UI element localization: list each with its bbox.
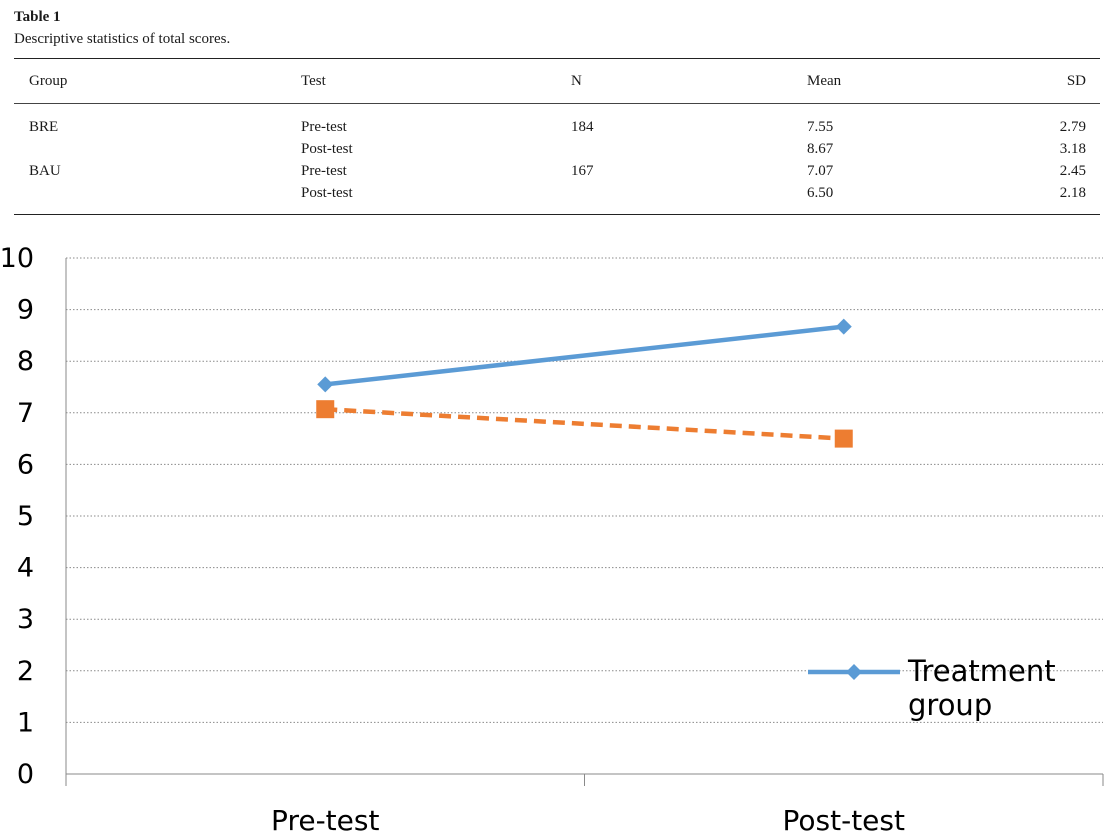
y-tick-label: 5: [17, 501, 34, 532]
cell-test: Pre-test: [301, 162, 347, 179]
cell-n: [571, 182, 807, 215]
y-tick-label: 1: [17, 707, 34, 738]
y-tick-label: 10: [0, 243, 34, 274]
cell-n: [571, 138, 807, 160]
table-row: Post-test 8.67 3.18: [14, 138, 1100, 160]
cell-n: 167: [571, 162, 594, 179]
header-n: N: [571, 72, 582, 89]
cell-sd: 2.79: [1059, 118, 1086, 135]
data-point: [316, 400, 335, 419]
cell-mean: 7.55: [807, 118, 834, 135]
y-tick-label: 7: [17, 398, 34, 429]
series-line: [325, 406, 844, 441]
line-chart: 0 1 2 3 4 5 6 7 8 9 10 Pre-test Post-test Treatment gr…: [0, 243, 1104, 837]
cell-sd: 2.45: [1059, 162, 1086, 179]
cell-sd: 2.18: [1059, 184, 1086, 201]
y-tick-label: 0: [17, 759, 34, 790]
cell-group: [14, 182, 301, 215]
x-tick-label: Post-test: [783, 804, 905, 837]
data-point: [835, 318, 852, 335]
series-line: [325, 324, 844, 387]
header-test: Test: [301, 72, 326, 89]
y-tick-label: 9: [17, 295, 34, 326]
table-row: Post-test 6.50 2.18: [14, 182, 1100, 215]
cell-n: 184: [571, 118, 594, 135]
table-header-row: Group Test N Mean SD: [14, 58, 1100, 104]
data-point: [834, 429, 853, 448]
cell-group: BAU: [29, 162, 61, 179]
cell-test: Pre-test: [301, 118, 347, 135]
header-group: Group: [29, 72, 68, 89]
legend-label: Treatment group: [907, 654, 1056, 722]
table-caption: Table 1 Descriptive statistics of total …: [14, 6, 230, 50]
y-tick-label: 6: [17, 449, 34, 480]
table-row: BRE Pre-test 184 7.55 2.79: [14, 104, 1100, 139]
cell-mean: 7.07: [807, 162, 834, 179]
cell-group: BRE: [29, 118, 59, 135]
table-title: Descriptive statistics of total scores.: [14, 31, 231, 47]
cell-test: Post-test: [301, 184, 353, 201]
table-label: Table 1: [14, 9, 61, 25]
cell-mean: 6.50: [807, 184, 834, 201]
data-point: [317, 376, 334, 393]
y-tick-label: 3: [17, 604, 34, 635]
legend-marker: [846, 664, 862, 680]
table-row: BAU Pre-test 167 7.07 2.45: [14, 160, 1100, 182]
x-tick-label: Pre-test: [271, 804, 379, 837]
cell-test: Post-test: [301, 140, 353, 157]
statistics-table: Group Test N Mean SD BRE Pre-test 184 7.…: [14, 58, 1100, 215]
cell-sd: 3.18: [1059, 140, 1086, 157]
header-mean: Mean: [807, 72, 842, 89]
cell-mean: 8.67: [807, 140, 834, 157]
y-tick-label: 8: [17, 346, 34, 377]
y-tick-label: 2: [17, 656, 34, 687]
header-sd: SD: [1066, 72, 1086, 89]
y-tick-label: 4: [17, 553, 34, 584]
cell-group: [14, 138, 301, 160]
